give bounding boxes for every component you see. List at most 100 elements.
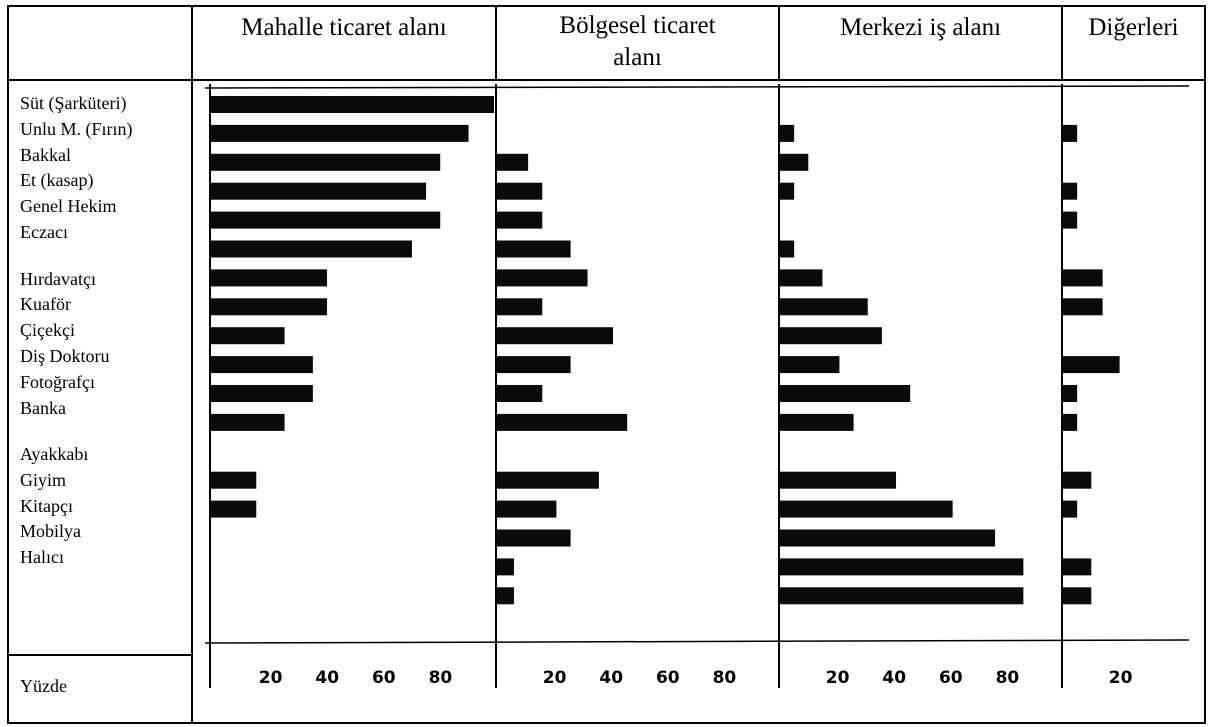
tick-label-p3-80: 80 [996, 668, 1020, 688]
bar-p1-r4 [211, 182, 427, 200]
bar-p3-r8 [780, 298, 868, 316]
category-label: Fotoğrafçı [20, 371, 95, 392]
category-label: Kuaför [20, 294, 71, 315]
bar-p3-r2 [780, 124, 795, 142]
bar-p4-r15 [1063, 500, 1078, 518]
category-label: Mobilya [20, 521, 81, 542]
bar-p3-r14 [780, 471, 897, 489]
bar-p3-r10 [780, 356, 840, 374]
bar-p4-r7 [1063, 269, 1103, 287]
bar-p4-r17 [1063, 558, 1092, 576]
bar-p2-r17 [497, 558, 514, 576]
panel-title-1-line-1: Mahalle ticaret alanı [241, 14, 447, 41]
bar-p2-r9 [497, 327, 614, 345]
bar-p2-r7 [497, 269, 588, 287]
bar-p4-r5 [1063, 211, 1078, 229]
bar-p4-r8 [1063, 298, 1103, 316]
bar-p2-r16 [497, 529, 571, 547]
bar-p1-r6 [211, 240, 412, 258]
bar-p2-r18 [497, 587, 514, 605]
category-label: Banka [20, 397, 66, 418]
bar-p3-r16 [780, 529, 996, 547]
bar-p1-r7 [211, 269, 328, 287]
tick-label-p1-60: 60 [372, 668, 396, 688]
bar-p4-r4 [1063, 182, 1078, 200]
bar-p1-r8 [211, 298, 328, 316]
panel-title-2-line-1: Bölgesel ticaret [559, 12, 716, 39]
category-label: Et (kasap) [20, 170, 94, 191]
bar-p1-r11 [211, 385, 313, 402]
bar-p2-r6 [497, 240, 571, 258]
tick-label-p1-40: 40 [315, 668, 339, 688]
bar-p1-r10 [211, 356, 313, 374]
bar-p3-r15 [780, 500, 953, 518]
category-label: Kitapçı [20, 495, 73, 516]
tick-label-p1-20: 20 [259, 668, 283, 688]
bar-p1-r15 [211, 500, 257, 518]
bar-p3-r6 [780, 240, 795, 258]
panel-title-1: Mahalle ticaret alanı [192, 12, 496, 44]
tick-label-p2-20: 20 [543, 668, 567, 688]
category-label: Süt (Şarküteri) [20, 93, 127, 113]
tick-label-p2-40: 40 [599, 668, 623, 688]
category-label: Ayakkabı [20, 444, 89, 464]
bar-p1-r1 [211, 96, 494, 113]
bar-p3-r9 [780, 327, 882, 345]
category-label: Çiçekçi [20, 320, 75, 341]
bar-p3-r17 [780, 558, 1024, 576]
panel-title-4-line-1: Diğerleri [1088, 14, 1179, 41]
plot-top-rule [204, 85, 1190, 89]
panel-title-3-line-1: Merkezi iş alanı [839, 14, 1002, 41]
bar-p1-r5 [211, 211, 441, 229]
bar-p2-r8 [497, 298, 543, 316]
bar-p4-r14 [1063, 471, 1092, 489]
tick-label-p1-80: 80 [429, 668, 453, 688]
bar-p1-r3 [211, 153, 441, 171]
bar-p1-r12 [211, 413, 285, 431]
bar-p3-r18 [780, 587, 1024, 605]
footer-label: Yüzde [20, 676, 67, 696]
bar-p4-r10 [1063, 356, 1120, 374]
outer-frame [7, 5, 1206, 724]
category-label: Diş Doktoru [20, 345, 110, 366]
category-label: Halıcı [20, 547, 64, 568]
tick-label-p3-20: 20 [826, 668, 850, 688]
panel-title-2-line-2: alanı [613, 44, 662, 71]
category-label: Bakkal [20, 144, 71, 165]
bar-p2-r5 [497, 211, 543, 229]
category-label: Genel Hekim [20, 196, 117, 217]
bar-p3-r7 [780, 269, 823, 287]
tick-label-p3-60: 60 [939, 668, 963, 688]
bar-p2-r11 [497, 385, 543, 402]
bar-p4-r12 [1063, 413, 1078, 431]
bar-p3-r3 [780, 153, 809, 171]
bar-p3-r12 [780, 413, 854, 431]
bar-p1-r9 [211, 327, 285, 345]
tick-label-p4-20: 20 [1109, 668, 1133, 688]
bar-p4-r18 [1063, 587, 1092, 605]
bar-p2-r14 [497, 471, 599, 489]
bar-p2-r12 [497, 413, 628, 431]
category-label: Eczacı [20, 222, 68, 242]
bar-p4-r2 [1063, 124, 1078, 142]
bar-p2-r3 [497, 153, 529, 171]
category-label: Hırdavatçı [20, 268, 96, 289]
panel-title-3: Merkezi iş alanı [779, 12, 1062, 44]
bar-p4-r11 [1063, 385, 1078, 402]
tick-label-p2-60: 60 [656, 668, 680, 688]
tick-label-p3-40: 40 [882, 668, 906, 688]
category-label: Giyim [20, 469, 67, 490]
bar-p1-r14 [211, 471, 257, 489]
bar-p2-r15 [497, 500, 557, 518]
bar-p3-r4 [780, 182, 795, 200]
tick-label-p2-80: 80 [713, 668, 737, 688]
bar-p2-r4 [497, 182, 543, 200]
bar-p2-r10 [497, 356, 571, 374]
category-label: Unlu M. (Fırın) [20, 118, 133, 139]
panel-title-4: Diğerleri [1062, 12, 1205, 44]
x-axis-line [204, 639, 1190, 644]
panel-title-2: Bölgesel ticaret alanı [496, 10, 779, 74]
bar-p3-r11 [780, 385, 911, 402]
bar-p1-r2 [211, 124, 469, 142]
